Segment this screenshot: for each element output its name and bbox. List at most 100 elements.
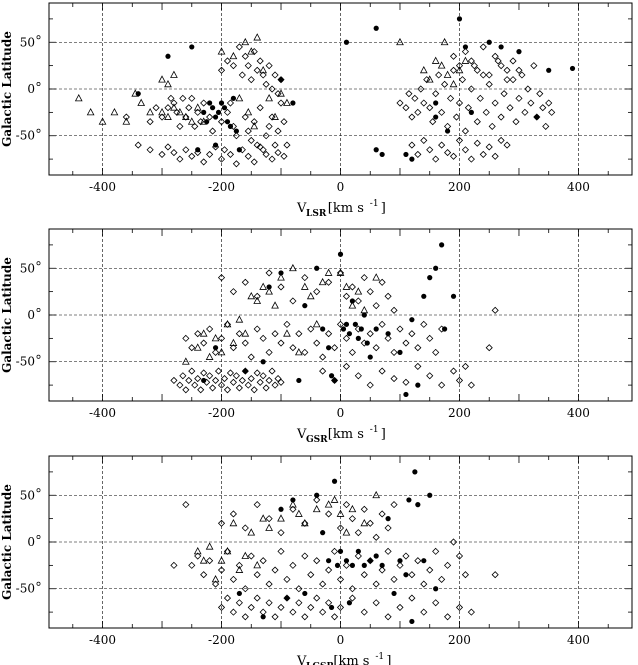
data-point-open-diamond <box>182 334 190 342</box>
data-point-filled-circle <box>361 312 367 318</box>
data-point-open-diamond <box>420 580 428 588</box>
data-point-filled-circle <box>427 492 433 498</box>
data-point-open-triangle <box>300 518 309 527</box>
data-point-open-diamond <box>342 501 351 509</box>
data-point-open-triangle <box>211 334 220 342</box>
data-point-filled-circle <box>415 382 421 388</box>
data-point-open-diamond <box>289 608 297 616</box>
data-point-open-diamond <box>206 372 214 380</box>
data-point-filled-circle <box>326 558 332 564</box>
data-point-open-diamond <box>206 150 214 159</box>
data-point-open-triangle <box>342 282 351 290</box>
data-point-open-diamond <box>509 57 517 65</box>
data-point-open-diamond <box>420 320 428 328</box>
data-point-open-diamond <box>217 118 226 126</box>
data-point-open-triangle <box>122 117 131 125</box>
data-point-open-diamond <box>206 113 214 121</box>
data-point-open-diamond <box>548 108 556 116</box>
data-point-filled-circle <box>352 321 358 327</box>
data-point-open-diamond <box>452 113 461 121</box>
data-point-open-diamond <box>313 339 321 347</box>
data-point-open-diamond <box>455 552 464 560</box>
data-point-filled-circle <box>212 345 219 351</box>
data-point-filled-circle <box>421 558 427 564</box>
data-point-open-diamond <box>390 348 398 356</box>
data-point-open-diamond <box>336 320 345 328</box>
data-point-filled-circle <box>320 326 326 332</box>
data-point-open-diamond <box>217 519 226 527</box>
data-point-open-triangle <box>440 37 449 46</box>
data-point-filled-circle <box>201 109 207 115</box>
data-point-open-diamond <box>402 378 410 386</box>
data-point-open-triangle <box>312 319 321 328</box>
data-point-open-diamond <box>283 141 291 149</box>
data-point-open-diamond <box>325 278 333 286</box>
data-point-open-diamond <box>244 152 252 160</box>
data-point-filled-circle <box>302 303 308 309</box>
data-point-filled-circle <box>314 265 320 271</box>
data-point-open-diamond <box>301 519 309 527</box>
x-tick-label: 200 <box>448 180 471 194</box>
data-point-open-triangle <box>425 75 434 83</box>
data-point-filled-circle <box>358 326 364 332</box>
data-point-open-diamond <box>384 334 392 342</box>
data-point-open-diamond <box>378 278 386 286</box>
x-tick-label: 400 <box>567 633 590 647</box>
data-point-open-diamond <box>262 150 270 159</box>
data-point-open-diamond <box>217 274 226 282</box>
degree-symbol <box>36 581 41 586</box>
data-point-open-diamond <box>491 571 499 579</box>
data-point-open-triangle <box>247 47 256 55</box>
data-point-open-diamond <box>194 374 202 383</box>
data-point-open-diamond <box>182 501 190 509</box>
data-point-open-triangle <box>187 117 196 125</box>
data-point-filled-circle <box>546 67 552 73</box>
data-point-filled-circle <box>212 142 219 148</box>
data-point-open-diamond <box>378 320 386 328</box>
data-point-open-diamond <box>214 367 223 375</box>
x-axis-label-exponent: -1 <box>375 652 384 662</box>
data-point-open-diamond <box>473 139 481 147</box>
data-point-open-triangle <box>300 282 309 290</box>
data-point-open-diamond <box>360 505 368 513</box>
data-point-open-diamond <box>206 557 214 565</box>
data-point-open-diamond <box>461 362 469 370</box>
data-point-open-diamond <box>503 141 511 149</box>
data-point-open-diamond <box>417 85 425 93</box>
x-axis-label-units: [km s <box>333 654 369 665</box>
data-point-open-diamond <box>194 148 202 157</box>
data-point-open-diamond <box>277 529 285 537</box>
data-point-open-diamond <box>265 515 273 523</box>
data-point-open-diamond <box>134 141 142 149</box>
data-point-filled-circle <box>349 562 355 568</box>
data-point-open-diamond <box>509 76 517 84</box>
data-point-open-triangle <box>455 65 464 74</box>
data-point-open-diamond <box>158 113 166 121</box>
data-point-open-diamond <box>455 136 464 144</box>
data-point-open-diamond <box>274 127 282 135</box>
x-tick-label: -200 <box>208 406 235 420</box>
data-point-open-diamond <box>229 344 237 352</box>
data-point-open-diamond <box>188 367 196 375</box>
data-point-filled-circle <box>534 114 540 120</box>
data-point-open-diamond <box>384 547 392 555</box>
data-point-filled-circle <box>397 349 403 355</box>
data-point-open-diamond <box>262 384 270 392</box>
data-point-open-diamond <box>426 566 434 574</box>
data-point-open-diamond <box>438 381 446 389</box>
data-point-open-triangle <box>158 75 166 83</box>
data-point-open-diamond <box>390 306 398 314</box>
data-point-open-diamond <box>524 85 532 93</box>
data-point-filled-circle <box>569 65 576 72</box>
data-point-open-triangle <box>253 296 262 304</box>
data-point-open-diamond <box>518 71 526 79</box>
data-point-filled-circle <box>409 317 415 323</box>
data-point-open-diamond <box>307 325 315 333</box>
data-point-open-diamond <box>217 566 226 574</box>
data-point-open-diamond <box>411 94 419 102</box>
data-point-open-diamond <box>200 571 208 579</box>
data-point-open-diamond <box>271 566 279 574</box>
data-point-open-diamond <box>170 376 178 385</box>
data-point-filled-circle <box>433 100 439 106</box>
degree-symbol <box>36 354 41 359</box>
